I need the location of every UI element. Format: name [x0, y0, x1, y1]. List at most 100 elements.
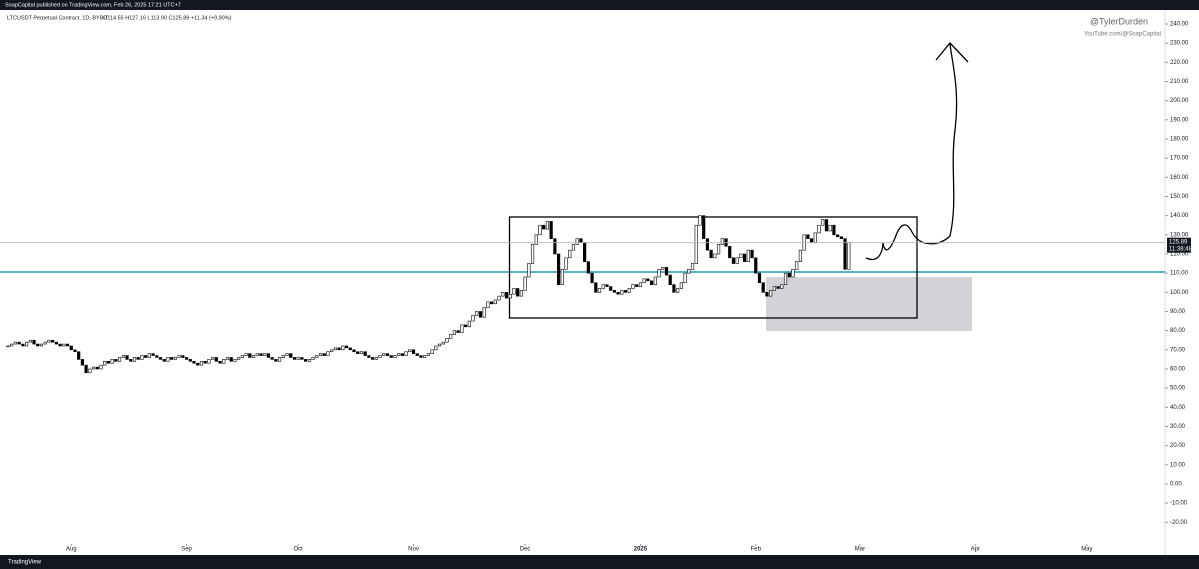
candle	[757, 272, 762, 284]
candle	[698, 215, 702, 226]
candle	[207, 359, 211, 364]
y-tick-label: 230.00	[1170, 41, 1189, 47]
candle	[739, 253, 743, 259]
x-tick-label: Apr	[971, 547, 980, 553]
candle	[344, 345, 349, 349]
candle	[322, 353, 326, 356]
candle	[635, 284, 639, 287]
candle	[478, 311, 483, 318]
candle	[374, 357, 378, 360]
candle	[21, 343, 25, 347]
candle	[225, 357, 230, 360]
x-tick-label: 2025	[634, 547, 648, 553]
y-tick-label: 20.00	[1170, 443, 1186, 449]
candle	[445, 338, 449, 343]
candle	[378, 355, 382, 358]
candle	[690, 263, 695, 270]
range-box	[508, 216, 918, 319]
candle	[400, 353, 404, 356]
x-tick-label: Feb	[751, 547, 762, 553]
candle	[493, 299, 497, 305]
candle	[192, 361, 196, 364]
candle	[560, 269, 564, 285]
candle	[568, 249, 572, 259]
top-bar	[0, 0, 1199, 10]
candle	[240, 355, 244, 358]
candle	[482, 307, 486, 318]
candle	[39, 343, 44, 347]
candle	[58, 343, 62, 347]
candle	[263, 353, 267, 356]
candle	[62, 343, 66, 347]
candle	[553, 238, 557, 255]
bottom-bar	[0, 555, 1199, 569]
candle	[795, 261, 799, 270]
candle	[237, 357, 241, 360]
candle	[463, 324, 468, 328]
candle	[158, 357, 163, 360]
candle	[486, 301, 490, 308]
candle	[13, 341, 18, 345]
candle	[356, 351, 360, 354]
candle	[746, 249, 750, 262]
candle	[460, 324, 464, 333]
candle	[672, 284, 676, 293]
candle	[679, 282, 683, 289]
candle	[311, 357, 315, 360]
candle	[233, 359, 237, 362]
candle	[184, 357, 189, 360]
candle	[103, 361, 107, 366]
y-tick-label: 110.00	[1170, 271, 1189, 277]
candle	[132, 357, 137, 362]
candle	[292, 357, 297, 360]
candle	[218, 361, 222, 364]
candle	[638, 282, 643, 287]
candle	[527, 263, 531, 278]
candle	[43, 341, 47, 345]
candle	[668, 274, 672, 285]
candle	[32, 339, 36, 345]
candle	[534, 234, 538, 245]
candle	[754, 257, 758, 274]
candle	[501, 292, 505, 297]
candle	[735, 257, 739, 264]
candle	[359, 351, 364, 354]
watermark-channel: YouTube.com/@SoapCapital	[1084, 32, 1161, 38]
candle	[605, 284, 609, 287]
candle	[300, 357, 304, 360]
candle	[6, 345, 10, 348]
y-tick-label: 40.00	[1170, 405, 1186, 411]
watermark-handle: @TylerDurden	[1090, 16, 1148, 26]
y-tick-label: 150.00	[1170, 194, 1189, 200]
candle	[341, 345, 345, 351]
candle	[222, 359, 226, 364]
candle	[211, 357, 215, 360]
candle	[289, 353, 293, 358]
candle	[806, 234, 810, 239]
candle	[430, 349, 434, 354]
candle	[65, 343, 70, 347]
x-tick-label: Oct	[294, 547, 304, 553]
candle	[490, 301, 494, 305]
candle	[564, 257, 568, 270]
candle	[817, 224, 821, 234]
candle	[136, 357, 140, 360]
candle	[423, 355, 427, 358]
candle	[512, 288, 516, 295]
candle	[348, 347, 352, 351]
candle	[415, 353, 419, 356]
candle	[765, 292, 769, 297]
candle	[277, 357, 282, 362]
candle	[583, 242, 587, 262]
candle	[125, 355, 129, 360]
symbol: LTCUSDT Perpetual Contract, 1D, BYBIT	[7, 15, 109, 21]
candle	[609, 286, 613, 291]
candle	[173, 357, 178, 360]
y-tick-label: 220.00	[1170, 60, 1189, 66]
candle	[367, 355, 371, 358]
candle	[248, 353, 252, 358]
candle	[516, 288, 520, 297]
candle	[255, 353, 259, 356]
candle	[203, 361, 207, 364]
